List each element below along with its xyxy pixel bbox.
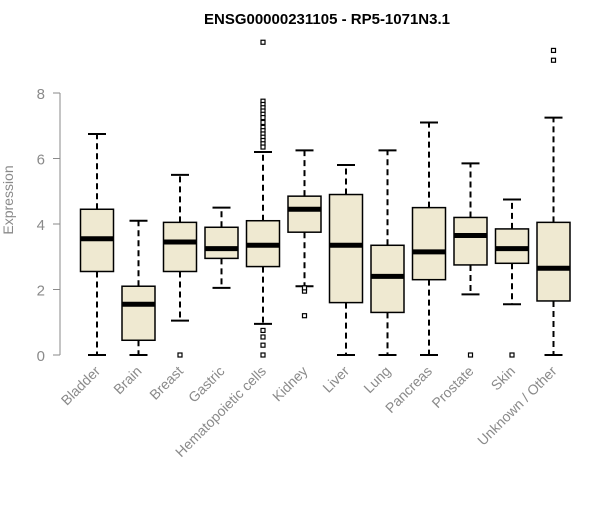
iqr-box	[411, 206, 447, 281]
outlier-point	[177, 352, 183, 358]
outlier-point	[260, 144, 266, 150]
box-brain	[121, 219, 156, 356]
iqr-box	[162, 221, 198, 273]
x-tick-label: Skin	[488, 363, 519, 394]
outlier-point	[550, 57, 557, 63]
iqr-box	[204, 226, 239, 260]
x-tick-label: Liver	[319, 363, 352, 396]
outlier-point	[260, 334, 266, 340]
outlier-point	[509, 352, 515, 358]
iqr-box	[328, 193, 364, 304]
outlier-point	[301, 285, 308, 291]
x-tick-label: Kidney	[269, 363, 311, 405]
outlier-point	[260, 39, 266, 45]
chart-title: ENSG00000231105 - RP5-1071N3.1	[204, 11, 450, 28]
box-hematopoietic-cells	[245, 39, 281, 358]
iqr-box	[536, 221, 571, 302]
outlier-point	[260, 114, 266, 121]
box-liver	[328, 164, 364, 356]
box-breast	[162, 173, 198, 358]
outlier-point	[260, 352, 266, 358]
boxes	[79, 39, 571, 358]
box-unknown-other	[536, 47, 571, 356]
iqr-box	[453, 216, 488, 266]
box-bladder	[79, 132, 115, 356]
y-axis-label: Expression	[0, 165, 16, 234]
box-kidney	[287, 149, 322, 319]
y-tick-label: 2	[37, 283, 45, 300]
outlier-point	[260, 119, 266, 126]
x-tick-label: Prostate	[428, 363, 476, 411]
iqr-box	[287, 195, 322, 233]
outlier-point	[550, 47, 557, 54]
outlier-point	[301, 313, 308, 319]
x-tick-label: Bladder	[58, 363, 104, 409]
box-pancreas	[411, 121, 447, 356]
outlier-point	[260, 327, 266, 334]
x-tick-label: Breast	[146, 363, 186, 403]
x-tick-label: Unknown / Other	[474, 363, 560, 449]
x-tick-label: Lung	[360, 363, 393, 396]
x-tick-label: Brain	[110, 363, 144, 397]
box-gastric	[204, 206, 239, 289]
outlier-point	[260, 342, 266, 348]
y-tick-label: 4	[37, 217, 45, 234]
box-lung	[370, 149, 405, 356]
box-prostate	[453, 162, 488, 358]
y-tick-label: 0	[37, 348, 45, 365]
iqr-box	[121, 285, 156, 342]
y-tick-label: 6	[37, 152, 45, 169]
axes: 0 2 4 6 8	[37, 86, 61, 365]
outlier-point	[467, 352, 474, 358]
box-skin	[494, 198, 530, 358]
y-tick-label: 8	[37, 86, 45, 103]
